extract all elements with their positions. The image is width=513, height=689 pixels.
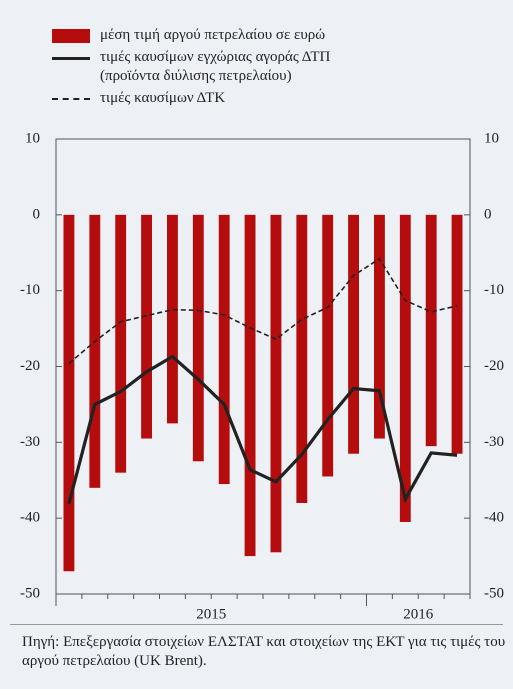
y-tick-label: 0 [33, 206, 41, 222]
bar [167, 214, 178, 424]
y2-tick-label: 10 [484, 130, 499, 146]
bar [218, 214, 230, 485]
bar [115, 214, 127, 473]
x-group-label: 2016 [403, 606, 434, 622]
y2-tick-label: -40 [484, 510, 504, 526]
y-tick-label: -30 [20, 434, 40, 450]
y2-tick-label: 0 [484, 206, 492, 222]
bar [348, 214, 359, 454]
legend-item: τιμές καυσίμων εγχώριας αγοράς ΔΤΠ (προϊ… [52, 48, 382, 86]
y-tick-label: 10 [25, 130, 40, 146]
bar [374, 214, 385, 439]
bar [141, 214, 152, 439]
legend-label: τιμές καυσίμων ΔΤΚ [100, 90, 226, 106]
bar [192, 214, 204, 462]
line-series [67, 354, 458, 505]
y-tick-label: -20 [20, 358, 40, 374]
legend-swatch [52, 29, 90, 43]
x-group-label: 2015 [196, 606, 226, 622]
y2-tick-label: -20 [484, 358, 504, 374]
y2-tick-label: -50 [484, 585, 504, 601]
y-tick-label: -10 [20, 282, 40, 298]
bar [425, 214, 437, 447]
legend-label: τιμές καυσίμων εγχώριας αγοράς ΔΤΠ (προϊ… [100, 49, 331, 84]
legend-item: μέση τιμή αργού πετρελαίου σε ευρώ [52, 26, 382, 45]
legend-label: μέση τιμή αργού πετρελαίου σε ευρώ [100, 27, 326, 43]
bar [399, 214, 411, 522]
bar [63, 214, 75, 572]
bar [270, 214, 282, 553]
bar [322, 214, 334, 477]
bar [451, 214, 463, 454]
bar [244, 214, 256, 557]
bar [296, 214, 308, 504]
legend: μέση τιμή αργού πετρελαίου σε ευρώ τιμές … [52, 26, 382, 111]
bar [89, 214, 101, 488]
y2-tick-label: -30 [484, 434, 504, 450]
y-tick-label: -50 [20, 585, 40, 601]
legend-swatch [52, 89, 90, 108]
y-tick-label: -40 [20, 510, 40, 526]
legend-swatch [52, 48, 90, 67]
y2-tick-label: -10 [484, 282, 504, 298]
divider [10, 624, 503, 625]
source-note: Πηγή: Επεξεργασία στοιχείων ΕΛΣΤΑΤ και σ… [22, 634, 506, 669]
line-series [68, 257, 458, 365]
legend-item: τιμές καυσίμων ΔΤΚ [52, 89, 382, 108]
